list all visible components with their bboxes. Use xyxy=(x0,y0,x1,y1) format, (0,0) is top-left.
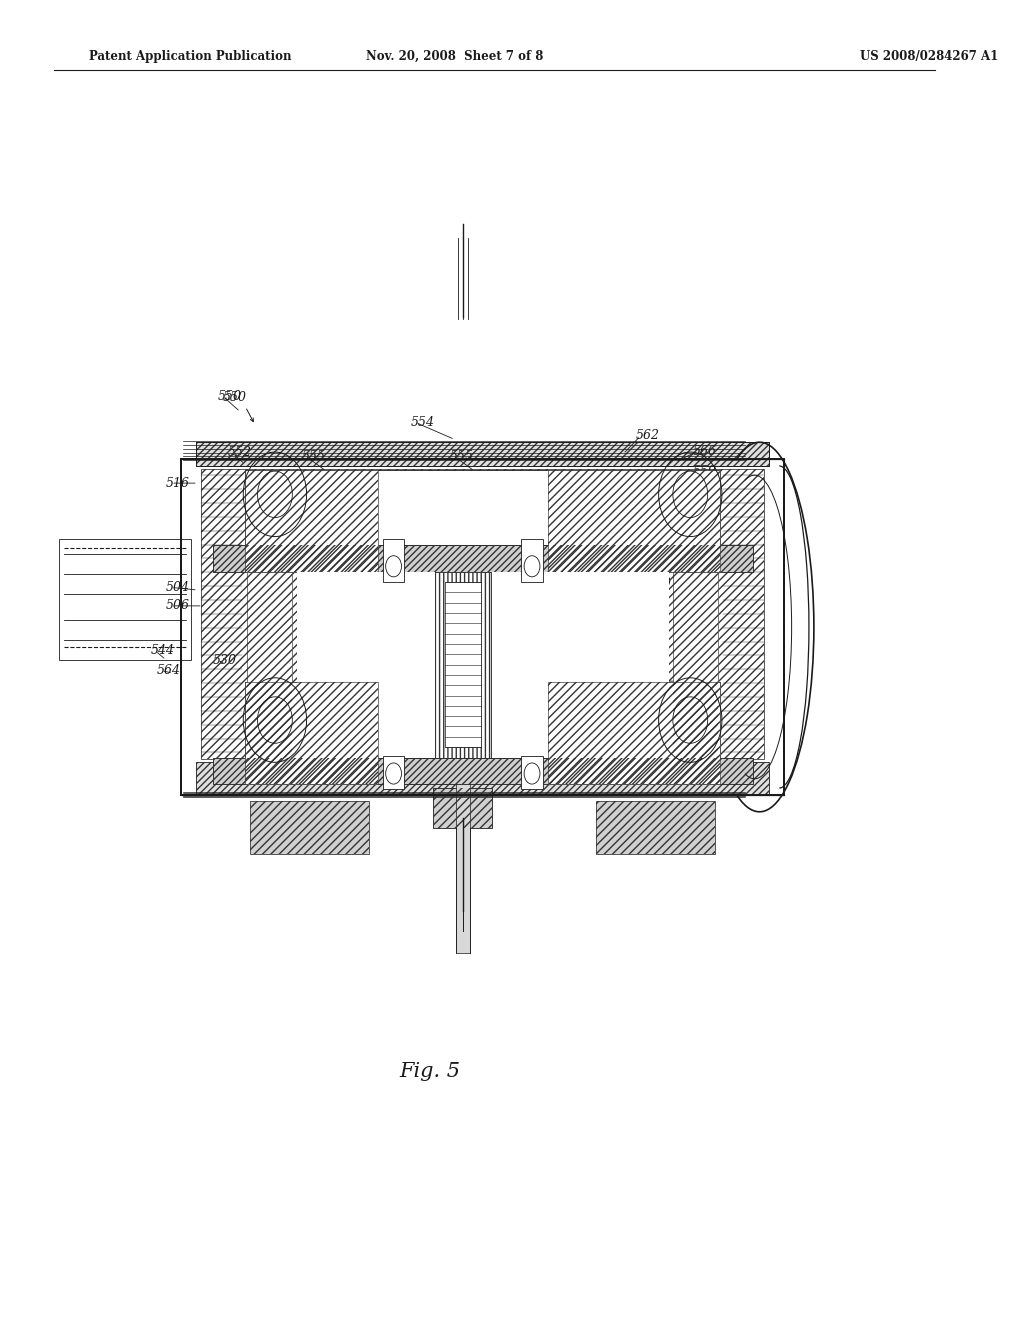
Text: 559: 559 xyxy=(673,675,696,688)
Bar xyxy=(297,572,669,758)
Text: Nov. 20, 2008  Sheet 7 of 8: Nov. 20, 2008 Sheet 7 of 8 xyxy=(367,50,544,63)
Text: 548: 548 xyxy=(484,762,509,775)
Bar xyxy=(201,469,765,759)
Text: 555: 555 xyxy=(314,748,339,762)
Text: 530: 530 xyxy=(213,653,237,667)
Text: 528: 528 xyxy=(322,766,345,779)
Text: 532: 532 xyxy=(524,748,548,762)
Text: US 2008/0284267 A1: US 2008/0284267 A1 xyxy=(860,50,998,63)
Text: 544: 544 xyxy=(151,644,174,657)
Bar xyxy=(433,788,493,828)
Text: 566: 566 xyxy=(692,445,716,458)
Bar xyxy=(521,756,543,789)
Bar xyxy=(240,447,309,541)
Bar xyxy=(250,801,369,854)
Bar xyxy=(247,572,292,758)
Text: 530: 530 xyxy=(623,521,647,535)
Text: 555: 555 xyxy=(447,748,471,762)
Bar xyxy=(246,682,378,784)
Text: 564: 564 xyxy=(157,664,180,677)
Text: Fig. 5: Fig. 5 xyxy=(399,1063,461,1081)
Bar xyxy=(383,539,404,582)
Bar xyxy=(674,572,718,758)
Text: 520: 520 xyxy=(648,494,672,507)
Text: 555: 555 xyxy=(450,450,474,463)
Bar xyxy=(246,682,720,758)
Bar xyxy=(181,459,784,795)
Bar xyxy=(548,682,720,784)
Bar xyxy=(181,459,784,795)
Text: 560: 560 xyxy=(648,696,672,709)
Bar xyxy=(247,572,292,758)
Bar xyxy=(196,762,769,795)
Bar xyxy=(196,442,769,466)
Text: 532: 532 xyxy=(262,748,286,762)
Text: 516: 516 xyxy=(166,477,190,490)
Bar xyxy=(196,762,769,795)
Text: 556: 556 xyxy=(408,775,431,788)
Bar xyxy=(383,756,404,789)
Bar xyxy=(250,801,369,854)
Bar xyxy=(213,545,753,572)
Bar xyxy=(246,470,378,572)
Bar xyxy=(433,788,493,828)
Text: 562: 562 xyxy=(636,429,659,442)
Text: 500: 500 xyxy=(648,577,672,590)
Text: 506: 506 xyxy=(166,599,190,612)
Bar xyxy=(246,470,720,545)
Bar xyxy=(655,447,725,541)
Text: 559: 559 xyxy=(692,465,716,478)
Text: 554: 554 xyxy=(411,416,434,429)
Bar xyxy=(213,758,753,784)
Text: 552: 552 xyxy=(227,446,252,459)
Bar xyxy=(213,758,753,784)
Bar xyxy=(213,545,753,572)
Bar xyxy=(196,442,769,466)
Text: 550: 550 xyxy=(217,389,242,403)
Text: 555: 555 xyxy=(302,450,326,463)
Text: 502: 502 xyxy=(628,601,652,614)
Bar xyxy=(201,469,765,759)
Bar xyxy=(456,758,470,953)
Bar xyxy=(445,582,480,747)
Text: 534: 534 xyxy=(276,766,301,779)
Text: 508: 508 xyxy=(628,577,652,590)
Text: Patent Application Publication: Patent Application Publication xyxy=(89,50,292,63)
Text: 550: 550 xyxy=(222,391,247,404)
Bar xyxy=(596,801,715,854)
Bar xyxy=(596,801,715,854)
Text: 504: 504 xyxy=(166,581,190,594)
Bar xyxy=(548,470,720,572)
Bar xyxy=(246,682,378,784)
Bar xyxy=(435,572,490,758)
Bar xyxy=(674,572,718,758)
Bar xyxy=(548,470,720,572)
Bar xyxy=(548,682,720,784)
Bar xyxy=(246,470,378,572)
Bar xyxy=(196,442,769,466)
Bar xyxy=(435,572,490,758)
Bar xyxy=(521,539,543,582)
Bar xyxy=(59,539,190,660)
